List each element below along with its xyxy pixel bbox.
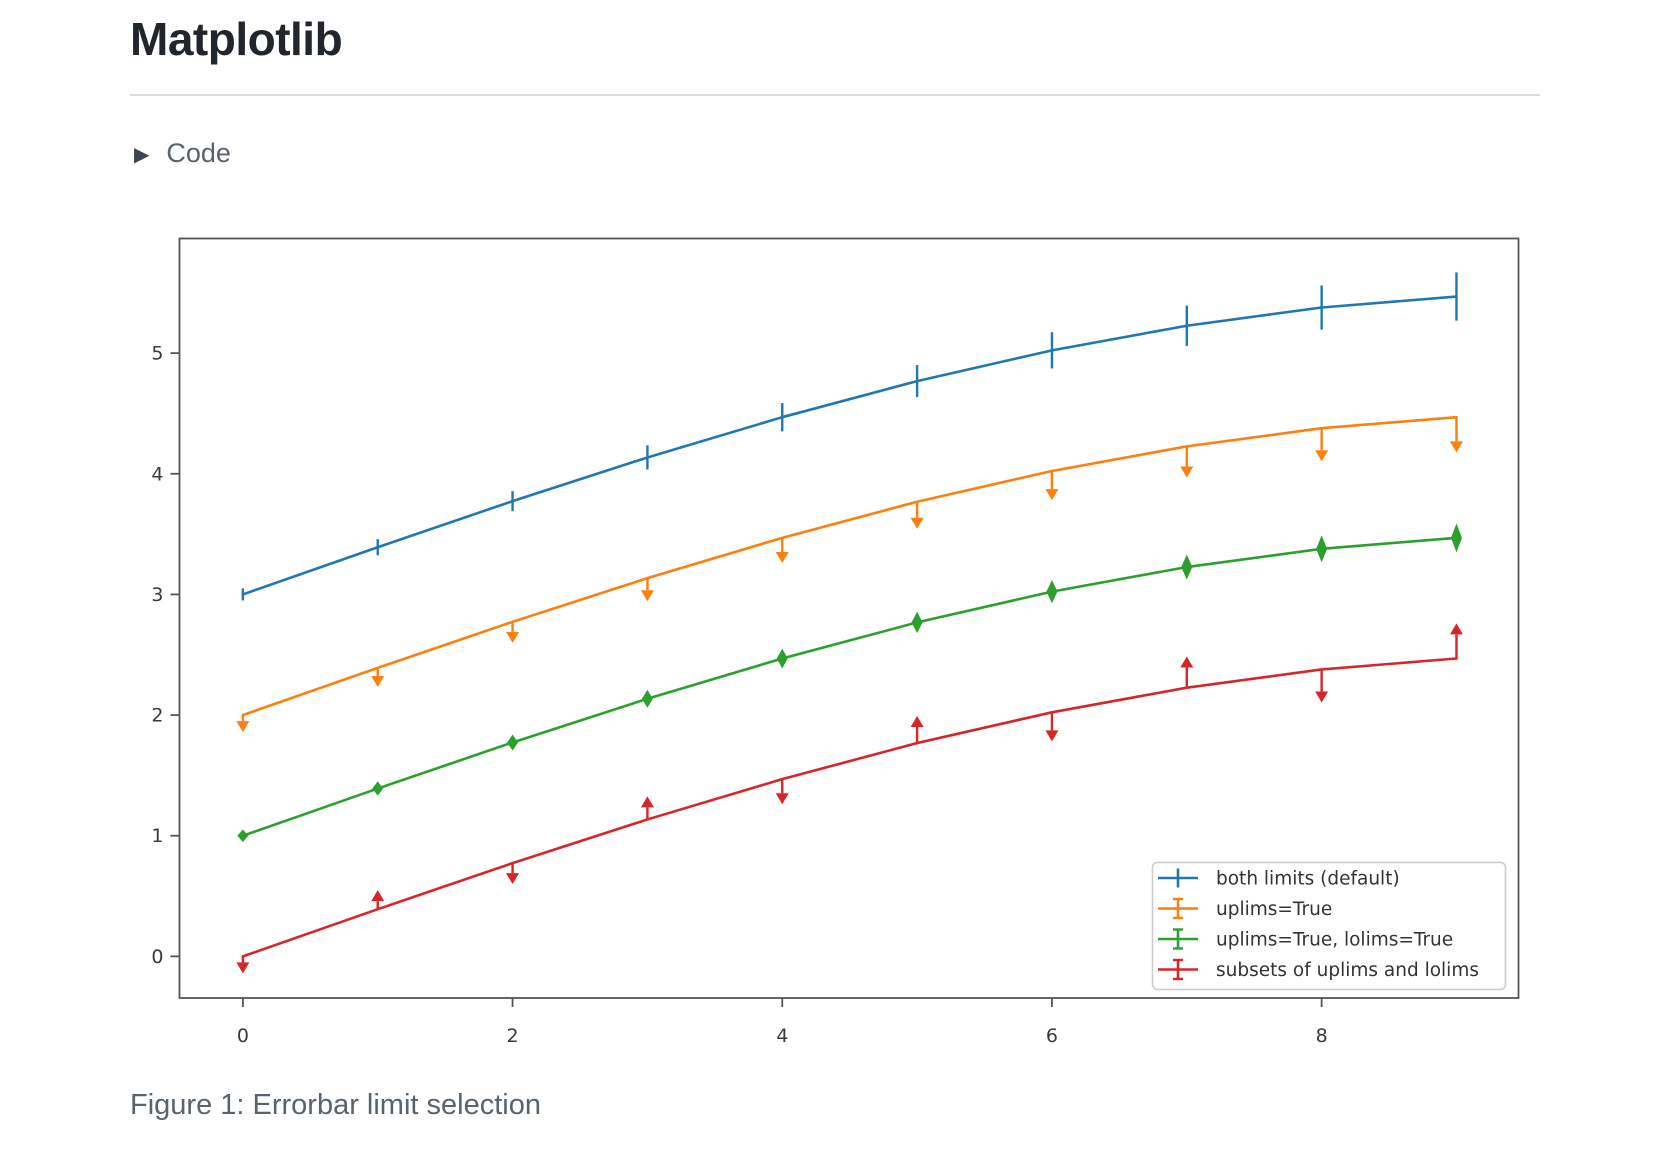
svg-text:2: 2 bbox=[507, 1025, 519, 1047]
legend-box bbox=[1151, 861, 1507, 991]
title-divider bbox=[130, 94, 1540, 96]
svg-text:1: 1 bbox=[151, 825, 163, 847]
code-disclosure[interactable]: ▶ Code bbox=[134, 138, 231, 169]
code-disclosure-label: Code bbox=[166, 138, 231, 168]
series-line-1 bbox=[241, 415, 1458, 717]
series-line-2 bbox=[241, 536, 1458, 838]
series-1 bbox=[236, 415, 1463, 733]
series-line-0 bbox=[241, 295, 1458, 596]
page-title: Matplotlib bbox=[130, 13, 343, 65]
legend: both limits (default) uplims=True uplims=T… bbox=[1151, 861, 1507, 991]
legend-label-2: uplims=True, lolims=True bbox=[1216, 930, 1453, 951]
svg-text:5: 5 bbox=[151, 343, 163, 365]
legend-label-3: subsets of uplims and lolims bbox=[1216, 960, 1479, 981]
figure-caption: Figure 1: Errorbar limit selection bbox=[130, 1089, 541, 1121]
svg-text:4: 4 bbox=[151, 463, 163, 485]
legend-entry-2: uplims=True, lolims=True bbox=[1158, 928, 1453, 951]
legend-entry-3: subsets of uplims and lolims bbox=[1158, 958, 1479, 981]
legend-label-1: uplims=True bbox=[1216, 899, 1332, 920]
svg-text:0: 0 bbox=[237, 1025, 249, 1047]
legend-entry-1: uplims=True bbox=[1158, 897, 1332, 920]
svg-text:6: 6 bbox=[1046, 1025, 1058, 1047]
series-2 bbox=[237, 523, 1462, 842]
axes-spines bbox=[178, 237, 1520, 999]
svg-text:3: 3 bbox=[151, 584, 163, 606]
series-3 bbox=[236, 623, 1463, 974]
svg-text:4: 4 bbox=[776, 1025, 788, 1047]
x-axis: 0 2 4 6 8 bbox=[237, 998, 1328, 1047]
svg-text:0: 0 bbox=[151, 946, 163, 968]
svg-text:8: 8 bbox=[1316, 1025, 1328, 1047]
legend-entry-0: both limits (default) bbox=[1158, 868, 1400, 890]
svg-text:2: 2 bbox=[151, 705, 163, 727]
series-0 bbox=[241, 272, 1458, 601]
legend-label-0: both limits (default) bbox=[1216, 869, 1400, 890]
disclosure-triangle-icon: ▶ bbox=[134, 143, 150, 166]
series-line-3 bbox=[241, 657, 1458, 958]
y-axis: 0 1 2 3 4 5 bbox=[151, 343, 180, 968]
